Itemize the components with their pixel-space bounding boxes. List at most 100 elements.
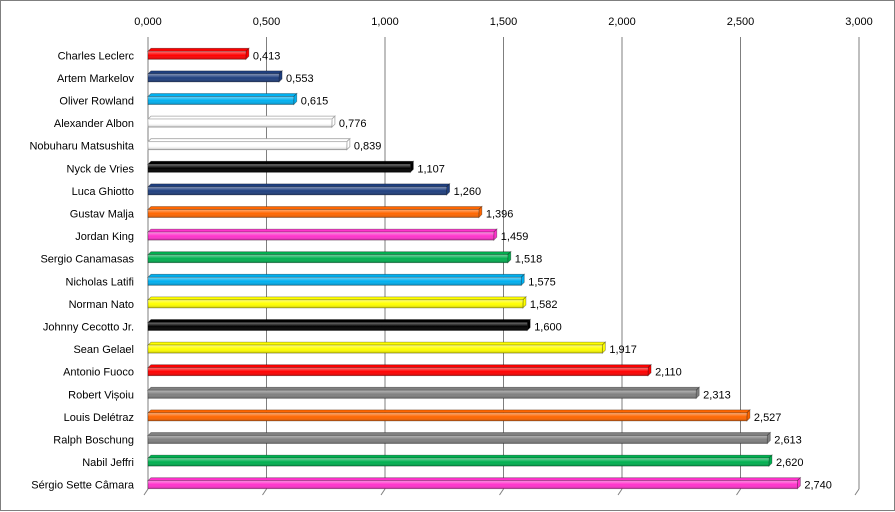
bar-shading (148, 345, 603, 354)
category-label: Gustav Malja (70, 209, 135, 221)
data-label: 1,917 (609, 344, 637, 356)
bar-top-face (147, 341, 607, 346)
bar-top-face (147, 228, 498, 233)
data-label: 1,459 (501, 231, 529, 243)
x-tick-label: 3,000 (845, 16, 873, 28)
x-tick-label: 1,000 (371, 16, 399, 28)
bar-shading (148, 277, 522, 286)
category-label: Ralph Boschung (53, 435, 134, 447)
bar-top-face (147, 454, 773, 459)
category-label: Alexander Albon (54, 118, 134, 130)
bar-top-face (147, 251, 512, 256)
data-label: 1,518 (515, 254, 543, 266)
bar-top-face (147, 364, 653, 369)
category-labels: Charles Leclerc Artem Markelov Oliver Rowl… (29, 50, 134, 491)
bar-shading (148, 299, 523, 308)
bars (147, 47, 802, 490)
gridline-foot (262, 488, 267, 496)
bar-shading (148, 96, 294, 105)
category-label: Johnny Cecotto Jr. (43, 322, 134, 334)
data-labels: 0,413 0,553 0,615 0,776 0,839 1,107 1,260 1,396… (253, 50, 832, 491)
bar-shading (148, 412, 747, 421)
bar-top-face (147, 160, 415, 165)
category-label: Robert Vișoiu (68, 389, 134, 401)
category-label: Charles Leclerc (58, 50, 135, 62)
data-label: 1,107 (417, 163, 445, 175)
gridline-foot (736, 488, 741, 496)
data-label: 0,553 (286, 73, 314, 85)
bar-shading (148, 141, 347, 150)
data-label: 2,313 (703, 389, 731, 401)
data-label: 2,740 (804, 480, 832, 492)
gridline-foot (380, 488, 386, 496)
gridline-foot (143, 488, 149, 496)
data-label: 2,110 (655, 367, 682, 379)
category-label: Sean Gelael (73, 344, 134, 356)
category-label: Luca Ghiotto (72, 186, 134, 198)
bar-shading (148, 73, 280, 82)
bar-shading (148, 51, 246, 60)
gridline-foot (854, 488, 860, 496)
data-label: 0,839 (354, 141, 382, 153)
bar-top-face (147, 206, 483, 210)
x-tick-label: 0,500 (253, 16, 281, 28)
bar-shading (148, 119, 332, 128)
bar-shading (148, 322, 528, 331)
bar-shading (148, 209, 479, 218)
x-axis-ticks: 0,000 0,500 1,000 1,500 2,000 2,500 3,000 (134, 16, 873, 28)
x-tick-label: 2,500 (727, 16, 755, 28)
category-label: Louis Delétraz (64, 412, 134, 424)
bar-top-face (147, 93, 298, 97)
category-label: Artem Markelov (57, 73, 135, 85)
x-tick-label: 2,000 (608, 16, 636, 28)
data-label: 1,575 (528, 276, 556, 288)
gridline-foot (617, 488, 623, 496)
data-label: 0,615 (301, 96, 329, 108)
data-label: 1,396 (486, 209, 514, 221)
bar-top-face (147, 477, 802, 482)
category-label: Nicholas Latifi (66, 276, 134, 288)
bar-top-face (147, 273, 526, 278)
bar-top-face (147, 296, 527, 301)
bar-shading (148, 458, 769, 467)
bar-top-face (147, 115, 336, 120)
category-label: Oliver Rowland (59, 96, 134, 108)
gridline-foot (499, 488, 504, 496)
x-tick-label: 1,500 (490, 16, 518, 28)
bar-top-face (147, 183, 451, 188)
data-label: 1,600 (534, 322, 562, 334)
bar-shading (148, 480, 798, 489)
gridlines (143, 37, 860, 496)
bar-shading (148, 254, 508, 263)
category-label: Nobuharu Matsushita (29, 141, 134, 153)
bar-top-face (147, 432, 772, 436)
data-label: 2,620 (776, 457, 804, 469)
data-label: 2,527 (754, 412, 782, 424)
bar-shading (148, 186, 447, 195)
bar-top-face (147, 70, 284, 75)
bar-top-face (147, 319, 532, 323)
x-tick-label: 0,000 (134, 16, 162, 28)
bar-shading (148, 367, 649, 376)
category-label: Nyck de Vries (67, 163, 135, 175)
category-label: Norman Nato (69, 299, 134, 311)
category-label: Sérgio Sette Câmara (31, 480, 135, 492)
bar-top-face (147, 409, 751, 414)
data-label: 1,260 (454, 186, 482, 198)
data-label: 0,776 (339, 118, 367, 130)
category-label: Jordan King (75, 231, 134, 243)
bar-top-face (147, 47, 250, 52)
data-label: 1,582 (530, 299, 558, 311)
bar-top-face (147, 138, 351, 143)
data-label: 2,613 (774, 435, 802, 447)
data-label: 0,413 (253, 50, 281, 62)
bar-shading (148, 435, 768, 444)
category-label: Antonio Fuoco (63, 367, 134, 379)
bar-shading (148, 164, 411, 173)
category-label: Nabil Jeffri (82, 457, 134, 469)
bar-end-face (522, 295, 527, 309)
bar-shading (148, 390, 697, 399)
bar-shading (148, 232, 494, 241)
